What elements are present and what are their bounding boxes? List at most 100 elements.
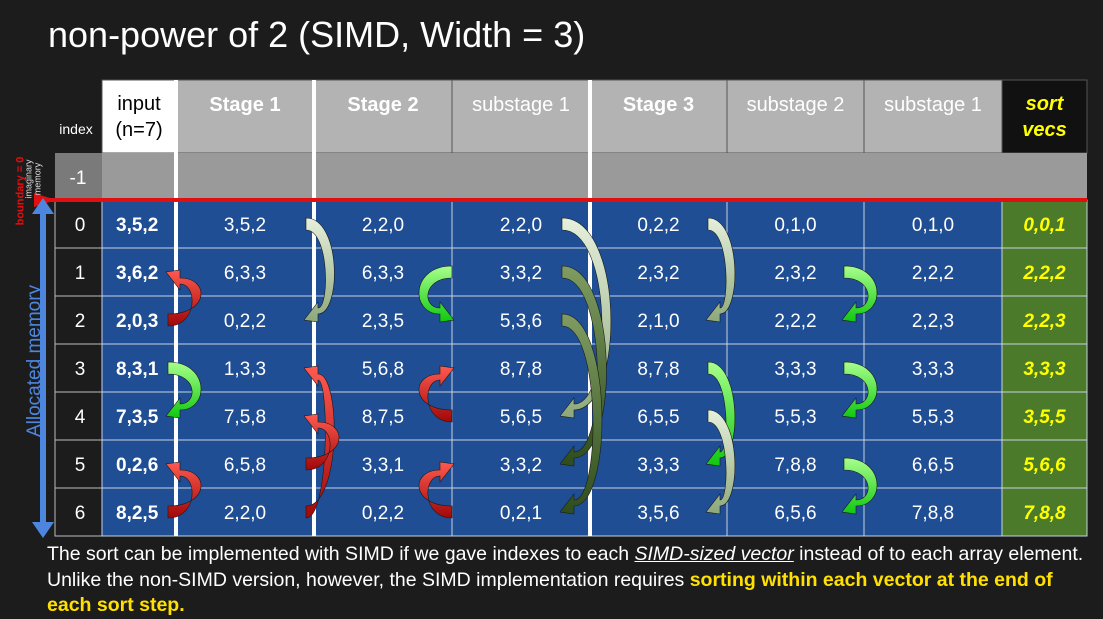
- swap-arrow-red: [418, 365, 455, 423]
- swap-arrow-green: [841, 457, 878, 515]
- cell-value: 7,8,8: [912, 503, 954, 524]
- imaginary-index: -1: [70, 168, 87, 189]
- cell-value: 2,3,2: [637, 263, 679, 284]
- swap-arrow-green: [165, 361, 202, 419]
- row-index: 5: [75, 455, 86, 476]
- cell-value: 3,3,2: [500, 455, 542, 476]
- swap-arrow-red: [303, 413, 340, 471]
- cell-value: 0,2,2: [224, 311, 266, 332]
- sort-value: 0,0,1: [1023, 215, 1065, 236]
- data-cell: [863, 487, 1003, 537]
- header-cell: [589, 79, 728, 154]
- data-cell: [101, 439, 177, 489]
- data-cell: [101, 247, 177, 297]
- allocated-arrow-shaft: [40, 212, 46, 526]
- data-cell: [101, 391, 177, 441]
- index-cell: [54, 487, 103, 537]
- swap-arrow-green: [418, 265, 455, 323]
- cell-value: 5,5,3: [912, 407, 954, 428]
- cell-value: 6,3,3: [224, 263, 266, 284]
- swap-arrow-dark-green: [559, 313, 603, 515]
- cell-value: 5,6,8: [362, 359, 404, 380]
- row-index: 3: [75, 359, 86, 380]
- data-cell: [1001, 247, 1088, 297]
- explanation-note: The sort can be implemented with SIMD if…: [47, 542, 1097, 619]
- cell-value: 3,5,2: [116, 215, 158, 236]
- boundary-line: [35, 198, 1087, 202]
- cell-value: 3,5,2: [224, 215, 266, 236]
- data-cell: [1001, 295, 1088, 345]
- index-header: index: [59, 121, 92, 137]
- imaginary-row: [55, 153, 1087, 200]
- cell-value: 7,8,8: [774, 455, 816, 476]
- cell-value: 6,5,8: [224, 455, 266, 476]
- note-part2: instead of to each array element. Unlike…: [47, 543, 1084, 591]
- index-cell: [54, 247, 103, 297]
- header-label: input (n=7): [115, 93, 162, 141]
- data-cell: [175, 295, 315, 345]
- header-cell: [175, 79, 315, 154]
- row-index: 6: [75, 503, 86, 524]
- cell-value: 0,1,0: [912, 215, 954, 236]
- cell-value: 6,6,5: [912, 455, 954, 476]
- header-label: substage 2: [747, 94, 845, 116]
- swap-arrow-sage: [705, 217, 736, 323]
- cell-value: 0,2,2: [637, 215, 679, 236]
- cell-value: 5,3,6: [500, 311, 542, 332]
- cell-value: 6,5,6: [774, 503, 816, 524]
- header-cell: [313, 79, 453, 154]
- cell-value: 2,2,3: [912, 311, 954, 332]
- swap-arrow-sage: [705, 409, 736, 515]
- allocated-arrow-head-down: [32, 522, 54, 538]
- cell-value: 2,2,0: [362, 215, 404, 236]
- cell-value: 8,2,5: [116, 503, 159, 524]
- row-index: 1: [75, 263, 86, 284]
- header-label: sort vecs: [1022, 93, 1067, 141]
- cell-value: 0,1,0: [774, 215, 816, 236]
- sort-value: 7,8,8: [1023, 503, 1066, 524]
- cell-value: 7,3,5: [116, 407, 159, 428]
- allocated-memory-label: Allocated memory: [24, 284, 45, 437]
- data-cell: [1001, 487, 1088, 537]
- cell-value: 0,2,2: [362, 503, 404, 524]
- cell-value: 0,2,1: [500, 503, 542, 524]
- data-cell: [863, 199, 1003, 249]
- allocated-arrow-head-up: [32, 198, 54, 214]
- stage-divider: [174, 80, 178, 536]
- data-cell: [1001, 439, 1088, 489]
- cell-value: 5,5,3: [774, 407, 816, 428]
- cell-value: 3,3,3: [637, 455, 679, 476]
- cell-value: 3,3,1: [362, 455, 404, 476]
- row-index: 2: [75, 311, 86, 332]
- swap-arrow-red: [303, 365, 335, 519]
- cell-value: 3,5,6: [637, 503, 679, 524]
- header-label: Stage 1: [209, 94, 280, 116]
- sort-value: 2,2,3: [1022, 311, 1066, 332]
- cell-value: 2,3,2: [774, 263, 816, 284]
- data-cell: [589, 487, 728, 537]
- data-cell: [863, 247, 1003, 297]
- cell-value: 2,2,0: [224, 503, 266, 524]
- header-label: Stage 2: [347, 94, 418, 116]
- swap-arrow-red: [418, 461, 455, 519]
- cell-value: 3,3,2: [500, 263, 542, 284]
- header-cell: [451, 79, 591, 154]
- cell-value: 5,6,5: [500, 407, 542, 428]
- header-cell: [726, 79, 865, 154]
- swap-arrow-green: [841, 265, 878, 323]
- sort-value: 3,3,3: [1023, 359, 1066, 380]
- note-part1: The sort can be implemented with SIMD if…: [47, 543, 635, 565]
- row-index: 0: [75, 215, 86, 236]
- cell-value: 2,2,2: [912, 263, 954, 284]
- data-cell: [726, 391, 865, 441]
- data-cell: [726, 199, 865, 249]
- header-cell: [101, 79, 177, 154]
- header-cell: [1001, 79, 1088, 154]
- data-cell: [726, 439, 865, 489]
- cell-value: 8,3,1: [116, 359, 159, 380]
- cell-value: 2,0,3: [116, 311, 158, 332]
- sort-value: 5,6,6: [1023, 455, 1066, 476]
- data-cell: [726, 487, 865, 537]
- data-cell: [589, 199, 728, 249]
- cell-value: 3,3,3: [912, 359, 954, 380]
